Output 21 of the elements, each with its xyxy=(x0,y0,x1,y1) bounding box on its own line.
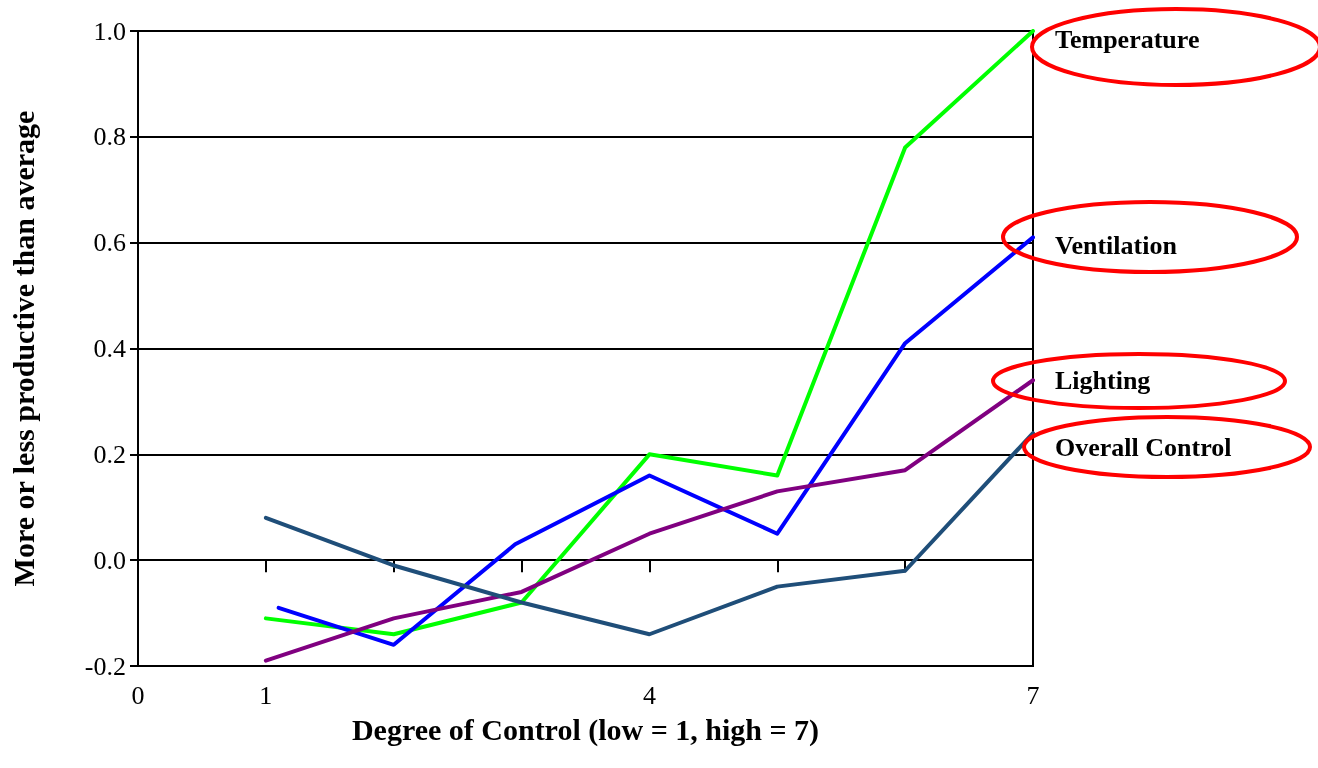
series-label: Lighting xyxy=(1055,365,1151,395)
line-series xyxy=(276,235,1035,647)
x-tick-label: 4 xyxy=(642,680,656,710)
y-tick-label: 0.2 xyxy=(93,439,126,469)
y-tick-label: 0.4 xyxy=(93,334,126,363)
series-label: Temperature xyxy=(1055,24,1200,54)
series-label: Ventilation xyxy=(1055,230,1178,260)
y-axis-title: More or less productive than average xyxy=(6,110,40,587)
y-tick-label: 1.0 xyxy=(93,16,126,46)
line-series xyxy=(263,29,1035,637)
y-tick-label: -0.2 xyxy=(84,651,126,681)
y-tick-label: 0.0 xyxy=(93,545,126,575)
line-series xyxy=(263,431,1035,637)
y-tick-label: 0.8 xyxy=(93,122,126,152)
series-label: Overall Control xyxy=(1055,432,1232,462)
x-axis-title: Degree of Control (low = 1, high = 7) xyxy=(351,712,820,747)
x-tick-label: 7 xyxy=(1026,680,1040,710)
y-tick-label: 0.6 xyxy=(93,228,126,258)
line-series xyxy=(263,378,1035,663)
x-tick-label: 1 xyxy=(259,680,273,710)
x-tick-label: 0 xyxy=(131,680,145,710)
